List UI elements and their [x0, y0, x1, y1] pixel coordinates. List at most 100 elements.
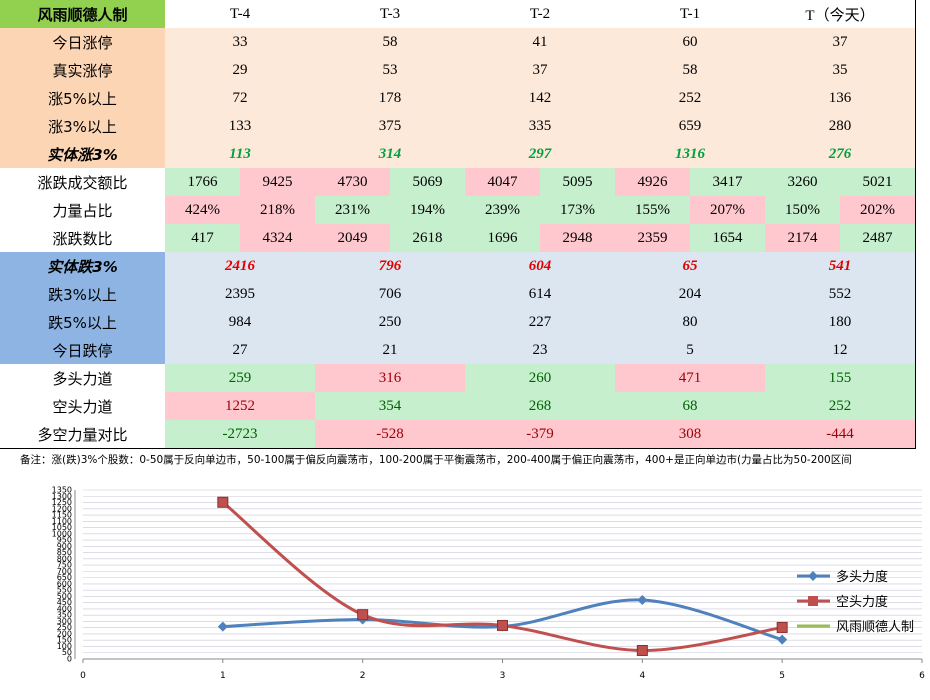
value-cell: 252 — [765, 392, 916, 421]
row-label: 实体涨3% — [0, 140, 166, 169]
value-cell: 252 — [615, 84, 766, 113]
value-cell: 268 — [465, 392, 616, 421]
point — [776, 621, 788, 633]
legend-label: 风雨顺德人制 — [836, 620, 914, 635]
header-cell: 风雨顺德人制 — [0, 0, 166, 29]
point — [497, 619, 508, 631]
value-cell: 21 — [315, 336, 466, 365]
row-label: 涨5%以上 — [0, 84, 166, 113]
value-cell: 424% — [165, 196, 241, 225]
legend-marker — [808, 596, 818, 606]
row-label: 力量占比 — [0, 196, 166, 225]
value-cell: 5021 — [840, 168, 916, 197]
value-cell: 354 — [315, 392, 466, 421]
value-cell: 178 — [315, 84, 466, 113]
value-cell: 541 — [765, 252, 916, 281]
value-cell: 1316 — [615, 140, 766, 169]
value-cell: 142 — [465, 84, 616, 113]
value-cell: 706 — [315, 280, 466, 309]
value-cell: 2948 — [540, 224, 616, 253]
y-tick-label: 1150 — [52, 511, 72, 520]
x-tick-label: 0 — [80, 671, 86, 681]
y-tick-label: 1050 — [52, 523, 72, 532]
header-cell: T-2 — [465, 0, 616, 29]
value-cell: 239% — [465, 196, 541, 225]
value-cell: 1654 — [690, 224, 766, 253]
row-label: 真实涨停 — [0, 56, 166, 85]
value-cell: 23 — [465, 336, 616, 365]
value-cell: 5 — [615, 336, 766, 365]
value-cell: 2416 — [165, 252, 316, 281]
y-tick-label: 50 — [62, 648, 72, 657]
y-tick-label: 100 — [57, 642, 72, 651]
value-cell: 133 — [165, 112, 316, 141]
value-cell: 308 — [615, 420, 766, 449]
value-cell: 250 — [315, 308, 466, 337]
x-tick-label: 3 — [500, 671, 506, 681]
value-cell: 471 — [615, 364, 766, 393]
value-cell: 65 — [615, 252, 766, 281]
point — [777, 634, 788, 645]
legend-marker — [808, 571, 818, 581]
value-cell: 27 — [165, 336, 316, 365]
point — [217, 621, 228, 632]
value-cell: 204 — [615, 280, 766, 309]
value-cell: 3260 — [765, 168, 841, 197]
value-cell: 659 — [615, 112, 766, 141]
value-cell: 202% — [840, 196, 916, 225]
value-cell: 5069 — [390, 168, 466, 197]
value-cell: 1696 — [465, 224, 541, 253]
x-tick-label: 4 — [639, 671, 645, 681]
value-cell: 231% — [315, 196, 391, 225]
point — [217, 496, 229, 508]
value-cell: 194% — [390, 196, 466, 225]
y-tick-label: 200 — [57, 629, 72, 638]
point — [636, 644, 648, 656]
row-label: 实体跌3% — [0, 252, 166, 281]
y-tick-label: 300 — [57, 617, 72, 626]
row-label: 今日涨停 — [0, 28, 166, 57]
row-label: 涨跌数比 — [0, 224, 166, 253]
value-cell: 2618 — [390, 224, 466, 253]
value-cell: 276 — [765, 140, 916, 169]
value-cell: -444 — [765, 420, 916, 449]
value-cell: 60 — [615, 28, 766, 57]
value-cell: 4324 — [240, 224, 316, 253]
value-cell: 417 — [165, 224, 241, 253]
x-tick-label: 2 — [360, 671, 366, 681]
y-tick-label: 900 — [57, 542, 72, 551]
note: 备注：涨(跌)3%个股数：0-50属于反向单边市，50-100属于偏反向震荡市，… — [20, 454, 852, 466]
row-label: 涨跌成交额比 — [0, 168, 166, 197]
value-cell: 218% — [240, 196, 316, 225]
value-cell: 155 — [765, 364, 916, 393]
value-cell: 72 — [165, 84, 316, 113]
value-cell: 4926 — [615, 168, 691, 197]
value-cell: 29 — [165, 56, 316, 85]
value-cell: 2359 — [615, 224, 691, 253]
value-cell: 207% — [690, 196, 766, 225]
legend-label: 多头力度 — [836, 569, 888, 585]
value-cell: 227 — [465, 308, 616, 337]
value-cell: -2723 — [165, 420, 316, 449]
y-tick-label: 450 — [57, 598, 72, 607]
value-cell: 314 — [315, 140, 466, 169]
value-cell: 4730 — [315, 168, 391, 197]
y-tick-label: 750 — [57, 561, 72, 570]
y-tick-label: 1100 — [52, 517, 72, 526]
y-tick-label: 700 — [57, 567, 72, 576]
y-tick-label: 400 — [57, 604, 72, 613]
y-tick-label: 850 — [57, 548, 72, 557]
value-cell: 3417 — [690, 168, 766, 197]
legend-label: 空头力度 — [836, 594, 888, 610]
y-tick-label: 150 — [57, 636, 72, 645]
value-cell: 41 — [465, 28, 616, 57]
value-cell: 552 — [765, 280, 916, 309]
header-cell: T-3 — [315, 0, 466, 29]
y-tick-label: 600 — [57, 579, 72, 588]
y-tick-label: 1350 — [52, 486, 72, 495]
value-cell: 12 — [765, 336, 916, 365]
value-cell: 2049 — [315, 224, 391, 253]
row-label: 空头力道 — [0, 392, 166, 421]
value-cell: -379 — [465, 420, 616, 449]
